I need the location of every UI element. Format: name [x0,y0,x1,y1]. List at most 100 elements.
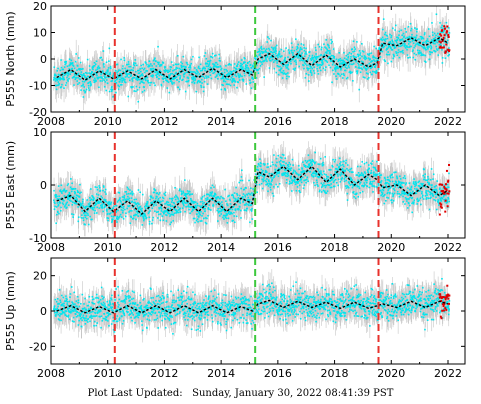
data-point [385,38,387,40]
data-point [403,42,406,45]
data-point [190,58,193,61]
data-point [208,64,210,67]
data-point [169,65,171,68]
data-point [242,68,244,71]
data-point [190,73,193,76]
data-point [76,74,78,76]
data-point [95,60,98,63]
data-point [142,63,144,66]
data-point [352,55,355,57]
data-point [402,42,405,45]
data-point [260,45,263,48]
data-point [339,57,342,60]
data-point [312,70,315,72]
data-point [291,51,294,54]
data-point [274,46,277,48]
data-point [307,67,309,70]
data-point [383,33,386,36]
data-point [388,42,391,45]
data-point [291,46,294,49]
data-point [74,60,77,63]
data-point [72,65,75,67]
data-point [260,50,263,53]
data-point [69,62,72,64]
recent-point [442,46,445,49]
data-point [140,74,143,76]
data-point [164,66,167,68]
data-point [430,51,432,54]
data-point [115,82,118,84]
data-point [347,55,350,58]
data-point [308,80,310,82]
data-point [161,74,164,76]
data-point [325,60,328,62]
data-point [370,61,372,63]
data-point [102,78,104,80]
data-point [316,67,318,70]
data-point [325,39,328,41]
data-point [394,39,397,42]
data-point [388,41,390,44]
data-point [326,49,329,52]
data-point [92,66,95,68]
data-point [353,56,355,58]
data-point [132,67,135,69]
data-point [171,83,174,85]
data-point [188,66,190,69]
data-point [272,61,275,63]
data-point [132,63,135,66]
data-point [269,59,271,62]
data-point [160,63,163,66]
data-point [137,72,140,75]
data-point [193,76,195,78]
data-point [296,54,298,57]
data-point [366,64,369,66]
recent-point [445,31,448,34]
data-point [94,79,97,81]
data-point [365,68,367,70]
data-point [80,68,83,70]
data-point [337,58,340,61]
data-point [390,60,393,63]
data-point [421,36,424,39]
data-point [329,52,331,55]
data-point [371,60,374,62]
data-point [111,75,114,77]
data-point [304,53,307,55]
data-point [218,74,221,77]
data-point [359,67,361,69]
data-point [440,40,443,43]
data-point [178,70,181,73]
data-point [259,52,262,55]
data-point [80,89,82,91]
data-point [280,62,282,65]
data-point [438,35,441,38]
data-point [372,70,374,73]
data-point [393,44,396,47]
data-point [168,77,171,79]
data-point [419,52,421,54]
data-point [74,78,77,81]
data-point [98,86,100,89]
data-point [125,72,127,74]
data-point [184,67,187,69]
data-point [182,65,185,68]
data-point [123,79,125,81]
data-point [116,71,118,74]
data-point [392,42,395,45]
data-point [376,71,378,74]
data-point [245,69,247,72]
data-point [85,88,88,91]
data-point [348,71,351,74]
data-point [437,35,439,38]
data-point [309,67,311,70]
data-point [389,46,392,49]
data-point [248,72,251,75]
data-point [223,68,226,71]
data-point [208,61,211,63]
data-point [100,56,103,59]
data-point [330,60,332,63]
data-point [55,88,58,91]
data-point [147,81,150,84]
data-point [247,70,250,73]
